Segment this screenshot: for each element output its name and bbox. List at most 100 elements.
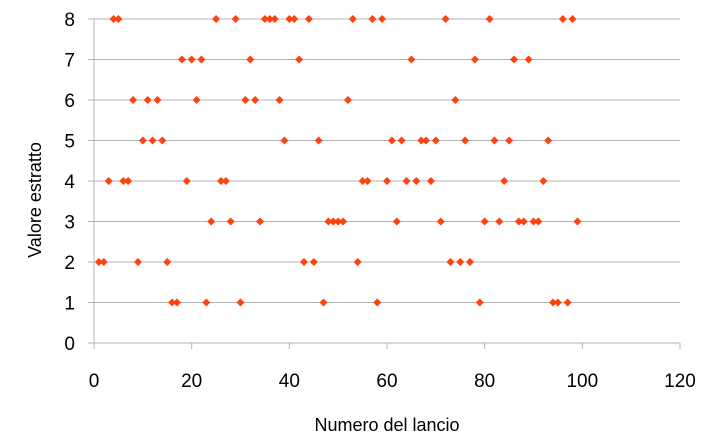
data-point — [285, 15, 294, 23]
data-point — [500, 177, 509, 185]
data-point — [514, 217, 523, 226]
data-point — [197, 55, 206, 64]
data-point — [177, 55, 186, 64]
data-point — [129, 96, 138, 104]
data-point — [475, 298, 484, 307]
data-point — [558, 15, 567, 23]
x-tick-label: 120 — [664, 371, 696, 392]
data-point — [133, 258, 142, 266]
data-point — [138, 136, 147, 145]
data-point — [553, 298, 562, 307]
data-point — [573, 217, 582, 226]
data-point — [470, 55, 479, 64]
data-point — [544, 136, 553, 145]
x-tick-label: 0 — [89, 371, 100, 392]
data-point — [461, 136, 470, 145]
y-tick-label: 2 — [64, 253, 75, 274]
data-point — [173, 298, 182, 307]
y-tick-label: 6 — [64, 91, 75, 112]
y-tick-label: 4 — [64, 172, 75, 193]
data-point — [231, 15, 240, 23]
data-point — [446, 258, 455, 266]
data-point — [251, 96, 260, 104]
data-point — [456, 258, 465, 266]
data-point — [260, 15, 269, 23]
data-point — [241, 96, 250, 104]
data-point — [519, 217, 528, 226]
data-point — [207, 217, 216, 226]
data-point — [373, 298, 382, 307]
x-tick-label: 60 — [376, 371, 397, 392]
data-point — [114, 15, 123, 23]
data-point — [324, 217, 333, 226]
data-point — [256, 217, 265, 226]
y-tick-label: 8 — [64, 10, 75, 31]
data-point — [466, 258, 475, 266]
data-point — [509, 55, 518, 64]
x-tick-label: 20 — [181, 371, 202, 392]
data-point — [309, 258, 318, 266]
data-point — [99, 258, 108, 266]
data-point — [221, 177, 230, 185]
data-point — [280, 136, 289, 145]
data-point — [329, 217, 338, 226]
data-point — [236, 298, 245, 307]
data-point — [202, 298, 211, 307]
data-point — [539, 177, 548, 185]
data-point — [94, 258, 103, 266]
data-point — [270, 15, 279, 23]
data-point — [182, 177, 191, 185]
data-point — [353, 258, 362, 266]
data-point — [441, 15, 450, 23]
data-point — [104, 177, 113, 185]
data-point — [549, 298, 558, 307]
data-points — [94, 15, 582, 307]
data-point — [480, 217, 489, 226]
data-point — [119, 177, 128, 185]
data-point — [265, 15, 274, 23]
y-tick-label: 0 — [64, 334, 75, 355]
data-point — [339, 217, 348, 226]
data-point — [392, 217, 401, 226]
x-tick-label: 80 — [474, 371, 495, 392]
data-point — [295, 55, 304, 64]
data-point — [348, 15, 357, 23]
data-point — [417, 136, 426, 145]
data-point — [109, 15, 118, 23]
data-point — [402, 177, 411, 185]
y-tick-label: 1 — [64, 294, 75, 315]
x-tick-labels: 0 20 40 60 80 100 120 — [89, 343, 696, 392]
data-point — [343, 96, 352, 104]
y-axis-title: Valore estratto — [25, 142, 45, 258]
data-point — [368, 15, 377, 23]
data-point — [495, 217, 504, 226]
data-point — [524, 55, 533, 64]
data-point — [407, 55, 416, 64]
x-tick-label: 40 — [279, 371, 300, 392]
data-point — [485, 15, 494, 23]
data-point — [187, 55, 196, 64]
data-point — [563, 298, 572, 307]
data-point — [192, 96, 201, 104]
x-axis-title: Numero del lancio — [314, 415, 459, 435]
data-point — [383, 177, 391, 185]
data-point — [124, 177, 133, 185]
data-point — [490, 136, 499, 145]
y-tick-label: 7 — [64, 51, 75, 72]
data-point — [153, 96, 162, 104]
data-point — [290, 15, 299, 23]
data-point — [246, 55, 255, 64]
data-point — [334, 217, 343, 226]
data-point — [275, 96, 284, 104]
data-point — [212, 15, 221, 23]
y-tick-label: 5 — [64, 132, 75, 153]
data-point — [534, 217, 543, 226]
data-point — [226, 217, 235, 226]
data-point — [304, 15, 313, 23]
y-tick-label: 3 — [64, 213, 75, 234]
data-point — [568, 15, 577, 23]
data-point — [314, 136, 323, 145]
data-point — [358, 177, 367, 185]
data-point — [378, 15, 387, 23]
